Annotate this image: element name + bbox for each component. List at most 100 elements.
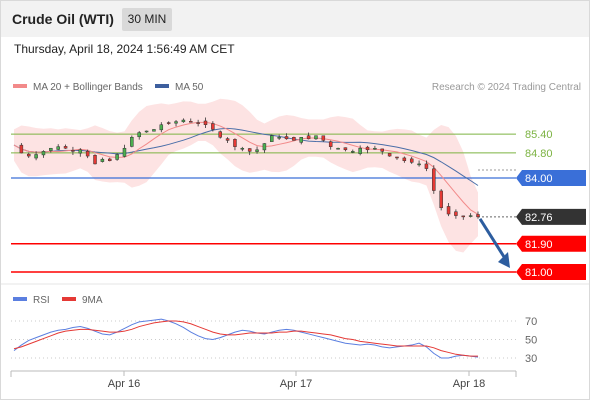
candle-up [240,147,245,150]
candle-down [380,148,385,152]
candle-up [49,147,53,151]
candle-down [454,211,458,216]
candle-down [284,136,289,140]
candle-down [402,157,407,162]
candle-down [409,158,414,163]
candle-up [137,132,141,138]
forecast-arrow-head [498,252,510,268]
candle-up [181,119,186,123]
candle-down [63,146,68,149]
candle-up [100,158,105,162]
target-badge [516,235,586,252]
candle-down [26,153,31,157]
candle-up [34,154,38,159]
ma50-legend-swatch [155,84,169,88]
pivot-badge-label: 84.00 [525,173,553,185]
rsi-legend-label: RSI [33,295,50,306]
x-tick-label: Apr 16 [108,378,140,390]
candle-up [314,135,318,140]
candle-up [299,137,303,143]
candle-down [387,153,392,157]
candle-down [233,139,237,147]
x-tick-label: Apr 17 [280,378,312,390]
candle-up [468,215,473,217]
rsi-ma-line [13,320,478,357]
candle-down [328,141,333,147]
levels-layer [11,133,516,273]
candle-down [203,120,208,125]
candle-up [78,149,83,154]
candle-down [71,150,75,152]
candle-down [461,215,466,218]
rsi-line [13,318,479,359]
candle-up [358,147,362,154]
candle-down [196,122,200,124]
target-badge-label: 81.90 [525,239,553,251]
candle-down [395,156,399,159]
candle-up [270,135,274,142]
candles-layer [19,117,480,220]
candle-down [225,138,230,141]
candle-up [336,147,340,150]
candle-up [56,146,60,150]
candle-down [189,121,193,123]
candle-down [93,155,97,165]
candle-up [144,130,149,133]
pivot-badge [516,170,586,186]
candle-down [107,158,112,162]
chart-header: Crude Oil (WTI) 30 MIN [1,1,589,37]
x-tick-label: Apr 18 [453,378,485,390]
rsi-ma-legend-swatch [62,297,76,301]
rsi-legend-swatch [13,297,27,301]
forecast-arrow-shaft [478,218,508,261]
last_price-badge-label: 82.76 [525,212,553,224]
ma20-line [13,121,479,215]
target-badge [516,264,586,280]
candle-down [432,168,436,191]
candle-down [292,137,296,141]
candle-down [439,190,443,209]
candle-down [446,206,451,215]
candle-up [115,154,119,160]
instrument-title: Crude Oil (WTI) [12,11,114,27]
bollinger-legend-label: MA 20 + Bollinger Bands [33,82,143,93]
rsi-ma-legend-label: 9MA [82,295,103,306]
candle-up [174,121,178,124]
candle-down [365,146,370,151]
x-axis-ticks: Apr 16 Apr 17 Apr 18 [108,371,485,390]
rsi-panel: 70 50 30 [11,316,537,365]
candle-down [19,144,24,154]
timeframe-badge[interactable]: 30 MIN [122,8,172,31]
forecast-arrow-layer [478,218,510,268]
candle-up [417,163,421,166]
bollinger-bands-layer [14,98,478,253]
target-badge-label: 81.00 [525,267,553,279]
moving-average-layer [13,121,479,215]
candle-up [255,149,259,152]
credit-label: Research © 2024 Trading Central [432,82,581,93]
candle-up [262,143,267,151]
resistance-label: 85.40 [525,129,553,141]
ma50-legend-label: MA 50 [175,82,204,93]
candle-up [351,151,355,153]
rsi-tick-label: 30 [525,353,537,365]
candle-down [476,214,480,218]
candle-up [130,137,134,147]
rsi-tick-label: 70 [525,316,537,328]
candle-down [218,131,222,138]
candle-up [277,137,281,139]
resistance-label: 84.80 [525,148,553,160]
bollinger-band-area [14,98,478,253]
last_price-badge [516,208,586,225]
candle-down [247,148,252,152]
candle-up [373,147,377,150]
candle-down [424,163,429,169]
candle-up [152,129,156,132]
candle-down [306,135,311,140]
candle-down [343,147,348,151]
chart-timestamp: Thursday, April 18, 2024 1:56:49 AM CET [14,42,235,56]
candle-down [211,123,215,130]
candle-up [122,147,127,157]
